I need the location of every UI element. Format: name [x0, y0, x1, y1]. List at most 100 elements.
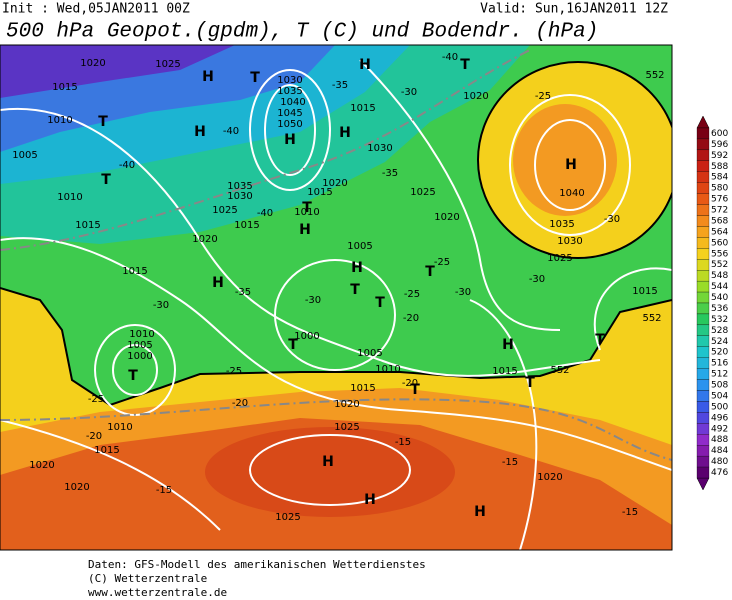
colorbar-label: 536	[711, 304, 728, 314]
pressure-center: H	[212, 275, 224, 291]
isoline-label: 1015	[122, 266, 147, 277]
colorbar-swatch	[696, 423, 710, 435]
isoline-label: 552	[550, 365, 569, 376]
isoline-label: 1000	[127, 351, 152, 362]
pressure-center: H	[284, 132, 296, 148]
pressure-center: H	[194, 124, 206, 140]
colorbar-label: 500	[711, 402, 728, 412]
isoline-label: 1020	[192, 234, 217, 245]
pressure-center: T	[101, 172, 111, 188]
colorbar-label: 572	[711, 206, 728, 216]
colorbar-swatch	[696, 270, 710, 282]
isoline-label: 1025	[275, 512, 300, 523]
colorbar-swatch	[696, 302, 710, 315]
pressure-center: H	[339, 125, 351, 141]
isoline-label: -20	[402, 378, 418, 389]
colorbar-label: 524	[711, 337, 728, 347]
colorbar-swatch	[696, 368, 710, 380]
colorbar-label: 596	[711, 140, 728, 150]
pressure-center: H	[364, 492, 376, 508]
colorbar-swatch	[696, 182, 710, 194]
isoline-label: 1020	[537, 472, 562, 483]
colorbar-cap	[696, 477, 710, 491]
region-purple	[0, 45, 235, 98]
isoline-label: 1015	[234, 220, 259, 231]
isoline-label: 1010	[129, 329, 154, 340]
isoline-label: 1015	[52, 82, 77, 93]
colorbar-label: 564	[711, 227, 728, 237]
pressure-center: T	[410, 382, 420, 398]
colorbar-label: 496	[711, 413, 728, 423]
isoline-label: 1025	[212, 205, 237, 216]
colorbar-label: 492	[711, 424, 728, 434]
isoline-label: 1020	[434, 212, 459, 223]
isoline-label: 1040	[559, 188, 584, 199]
colorbar-label: 480	[711, 457, 728, 467]
isoline-label: 1015	[307, 187, 332, 198]
colorbar-swatch	[696, 193, 710, 205]
isoline-label: -30	[604, 214, 620, 225]
colorbar-swatch	[696, 204, 710, 216]
isoline-label: 1030	[557, 236, 582, 247]
isoline-label: -25	[88, 394, 104, 405]
region-red	[205, 427, 455, 517]
isoline-label: -15	[622, 507, 638, 518]
isoline-label: 1015	[94, 445, 119, 456]
footer-line: (C) Wetterzentrale	[88, 572, 207, 585]
isoline-label: 1000	[294, 331, 319, 342]
isoline-label: 1010	[57, 192, 82, 203]
colorbar-swatch	[696, 237, 710, 249]
colorbar-label: 560	[711, 238, 728, 248]
pressure-center: T	[288, 337, 298, 353]
isoline-label: 1010	[47, 115, 72, 126]
isoline-label: 1015	[75, 220, 100, 231]
colorbar-swatch	[696, 291, 710, 304]
isoline-label: 1010	[375, 364, 400, 375]
isoline-label: 1015	[350, 383, 375, 394]
pressure-center: H	[502, 337, 514, 353]
colorbar-swatch	[696, 226, 710, 238]
colorbar-label: 540	[711, 293, 728, 303]
colorbar-swatch	[696, 401, 710, 413]
isoline-label: -40	[257, 208, 273, 219]
isoline-label: -20	[86, 431, 102, 442]
colorbar-swatch	[696, 160, 710, 172]
pressure-center: H	[322, 454, 334, 470]
colorbar-label: 588	[711, 162, 728, 172]
colorbar-cap	[696, 115, 710, 129]
isoline-label: 552	[645, 70, 664, 81]
colorbar-swatch	[696, 127, 710, 140]
isolines	[0, 49, 672, 550]
isoline-label: -30	[401, 87, 417, 98]
isoline-label: 1020	[463, 91, 488, 102]
pressure-center: H	[202, 69, 214, 85]
pressure-center: T	[525, 375, 535, 391]
colorbar-label: 508	[711, 381, 728, 391]
isoline-label: 1005	[347, 241, 372, 252]
isoline-label: 1015	[492, 366, 517, 377]
init-time: Init : Wed,05JAN2011 00Z	[2, 2, 190, 17]
colorbar-swatch	[696, 324, 710, 336]
colorbar-swatch	[696, 412, 710, 424]
colorbar-swatch	[696, 466, 710, 479]
colorbar-label: 584	[711, 173, 728, 183]
colorbar-label: 488	[711, 435, 728, 445]
isoline-label: -40	[442, 52, 458, 63]
pressure-center: H	[474, 504, 486, 520]
isoline-label: 1035	[549, 219, 574, 230]
pressure-center: T	[425, 264, 435, 280]
colorbar-label: 568	[711, 216, 728, 226]
colorbar-label: 528	[711, 326, 728, 336]
isoline-label: 1020	[29, 460, 54, 471]
pressure-center: H	[299, 222, 311, 238]
pressure-center: T	[595, 332, 605, 348]
isoline-label: 1020	[322, 178, 347, 189]
isoline-label: 1005	[12, 150, 37, 161]
isoline-label: -15	[395, 437, 411, 448]
isoline-label: -35	[332, 80, 348, 91]
isoline-label: -40	[119, 160, 135, 171]
pressure-center: T	[460, 57, 470, 73]
isoline-label: -30	[153, 300, 169, 311]
isoline-label: -15	[156, 485, 172, 496]
